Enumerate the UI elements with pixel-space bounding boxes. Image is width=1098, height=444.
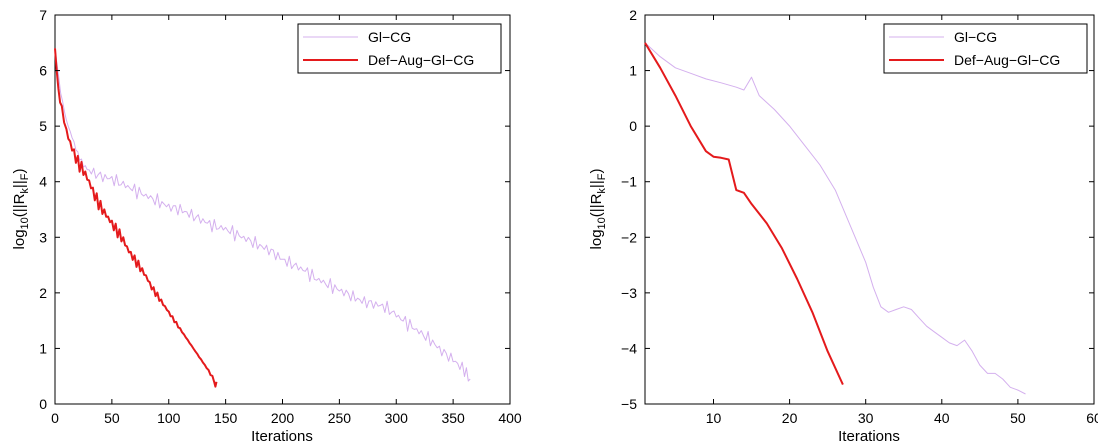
legend-right: Gl−CG Def−Aug−Gl−CG (883, 23, 1088, 74)
legend-left: Gl−CG Def−Aug−Gl−CG (297, 23, 502, 74)
y-tick-label: 7 (39, 7, 47, 23)
legend-label-glcg-right: Gl−CG (954, 29, 997, 45)
y-tick-label: −2 (621, 229, 637, 245)
x-tick-label: 20 (782, 410, 798, 426)
series-line-defaug-right (644, 42, 844, 386)
x-axis-label-right: Iterations (838, 428, 900, 444)
x-tick-label: 50 (104, 410, 120, 426)
ticks-layer-left: 0 50 100 150 200 250 300 350 400 0 1 2 3 4 5 6 7 (39, 7, 522, 426)
series-line-glcg-left (54, 48, 471, 382)
y-tick-label: 3 (39, 229, 47, 245)
y-tick-label: 2 (629, 7, 637, 23)
x-tick-label: 40 (934, 410, 950, 426)
legend-label-defaug-left: Def−Aug−Gl−CG (368, 52, 474, 68)
y-tick-label: −5 (621, 396, 637, 412)
y-axis-label-right: log10(||Rk||F) (588, 169, 608, 250)
legend-box-right (883, 23, 1088, 74)
x-tick-label: 350 (441, 410, 465, 426)
y-tick-label: 1 (39, 340, 47, 356)
x-tick-label: 300 (385, 410, 409, 426)
y-axis-label-left: log10(||Rk||F) (11, 169, 31, 250)
chart-left: 0 50 100 150 200 250 300 350 400 0 1 2 3 4 5 6 7 Iterati… (11, 7, 522, 444)
x-tick-label: 60 (1086, 410, 1098, 426)
y-tick-label: 2 (39, 285, 47, 301)
x-tick-label: 250 (328, 410, 352, 426)
legend-label-glcg-left: Gl−CG (368, 29, 411, 45)
x-tick-label: 100 (157, 410, 181, 426)
series-layer-left (54, 48, 471, 388)
x-axis-label-left: Iterations (251, 428, 313, 444)
y-tick-label: 5 (39, 118, 47, 134)
series-line-defaug-left (54, 48, 218, 388)
y-tick-label: −4 (621, 340, 637, 356)
y-tick-label: 6 (39, 63, 47, 79)
series-layer-right (644, 42, 1026, 395)
x-tick-label: 50 (1010, 410, 1026, 426)
x-tick-label: 150 (214, 410, 238, 426)
y-tick-label: 4 (39, 174, 47, 190)
x-tick-label: 10 (706, 410, 722, 426)
y-tick-label: 0 (39, 396, 47, 412)
legend-box-left (297, 23, 502, 74)
y-tick-label: −1 (621, 174, 637, 190)
y-tick-label: 0 (629, 118, 637, 134)
plot-area-left (54, 14, 511, 405)
legend-label-defaug-right: Def−Aug−Gl−CG (954, 52, 1060, 68)
x-tick-label: 400 (498, 410, 522, 426)
x-tick-label: 200 (271, 410, 295, 426)
y-tick-label: −3 (621, 285, 637, 301)
x-tick-label: 0 (51, 410, 59, 426)
series-line-glcg-right (644, 42, 1026, 395)
plot-area-right (644, 14, 1095, 405)
y-tick-label: 1 (629, 63, 637, 79)
x-tick-label: 30 (858, 410, 874, 426)
